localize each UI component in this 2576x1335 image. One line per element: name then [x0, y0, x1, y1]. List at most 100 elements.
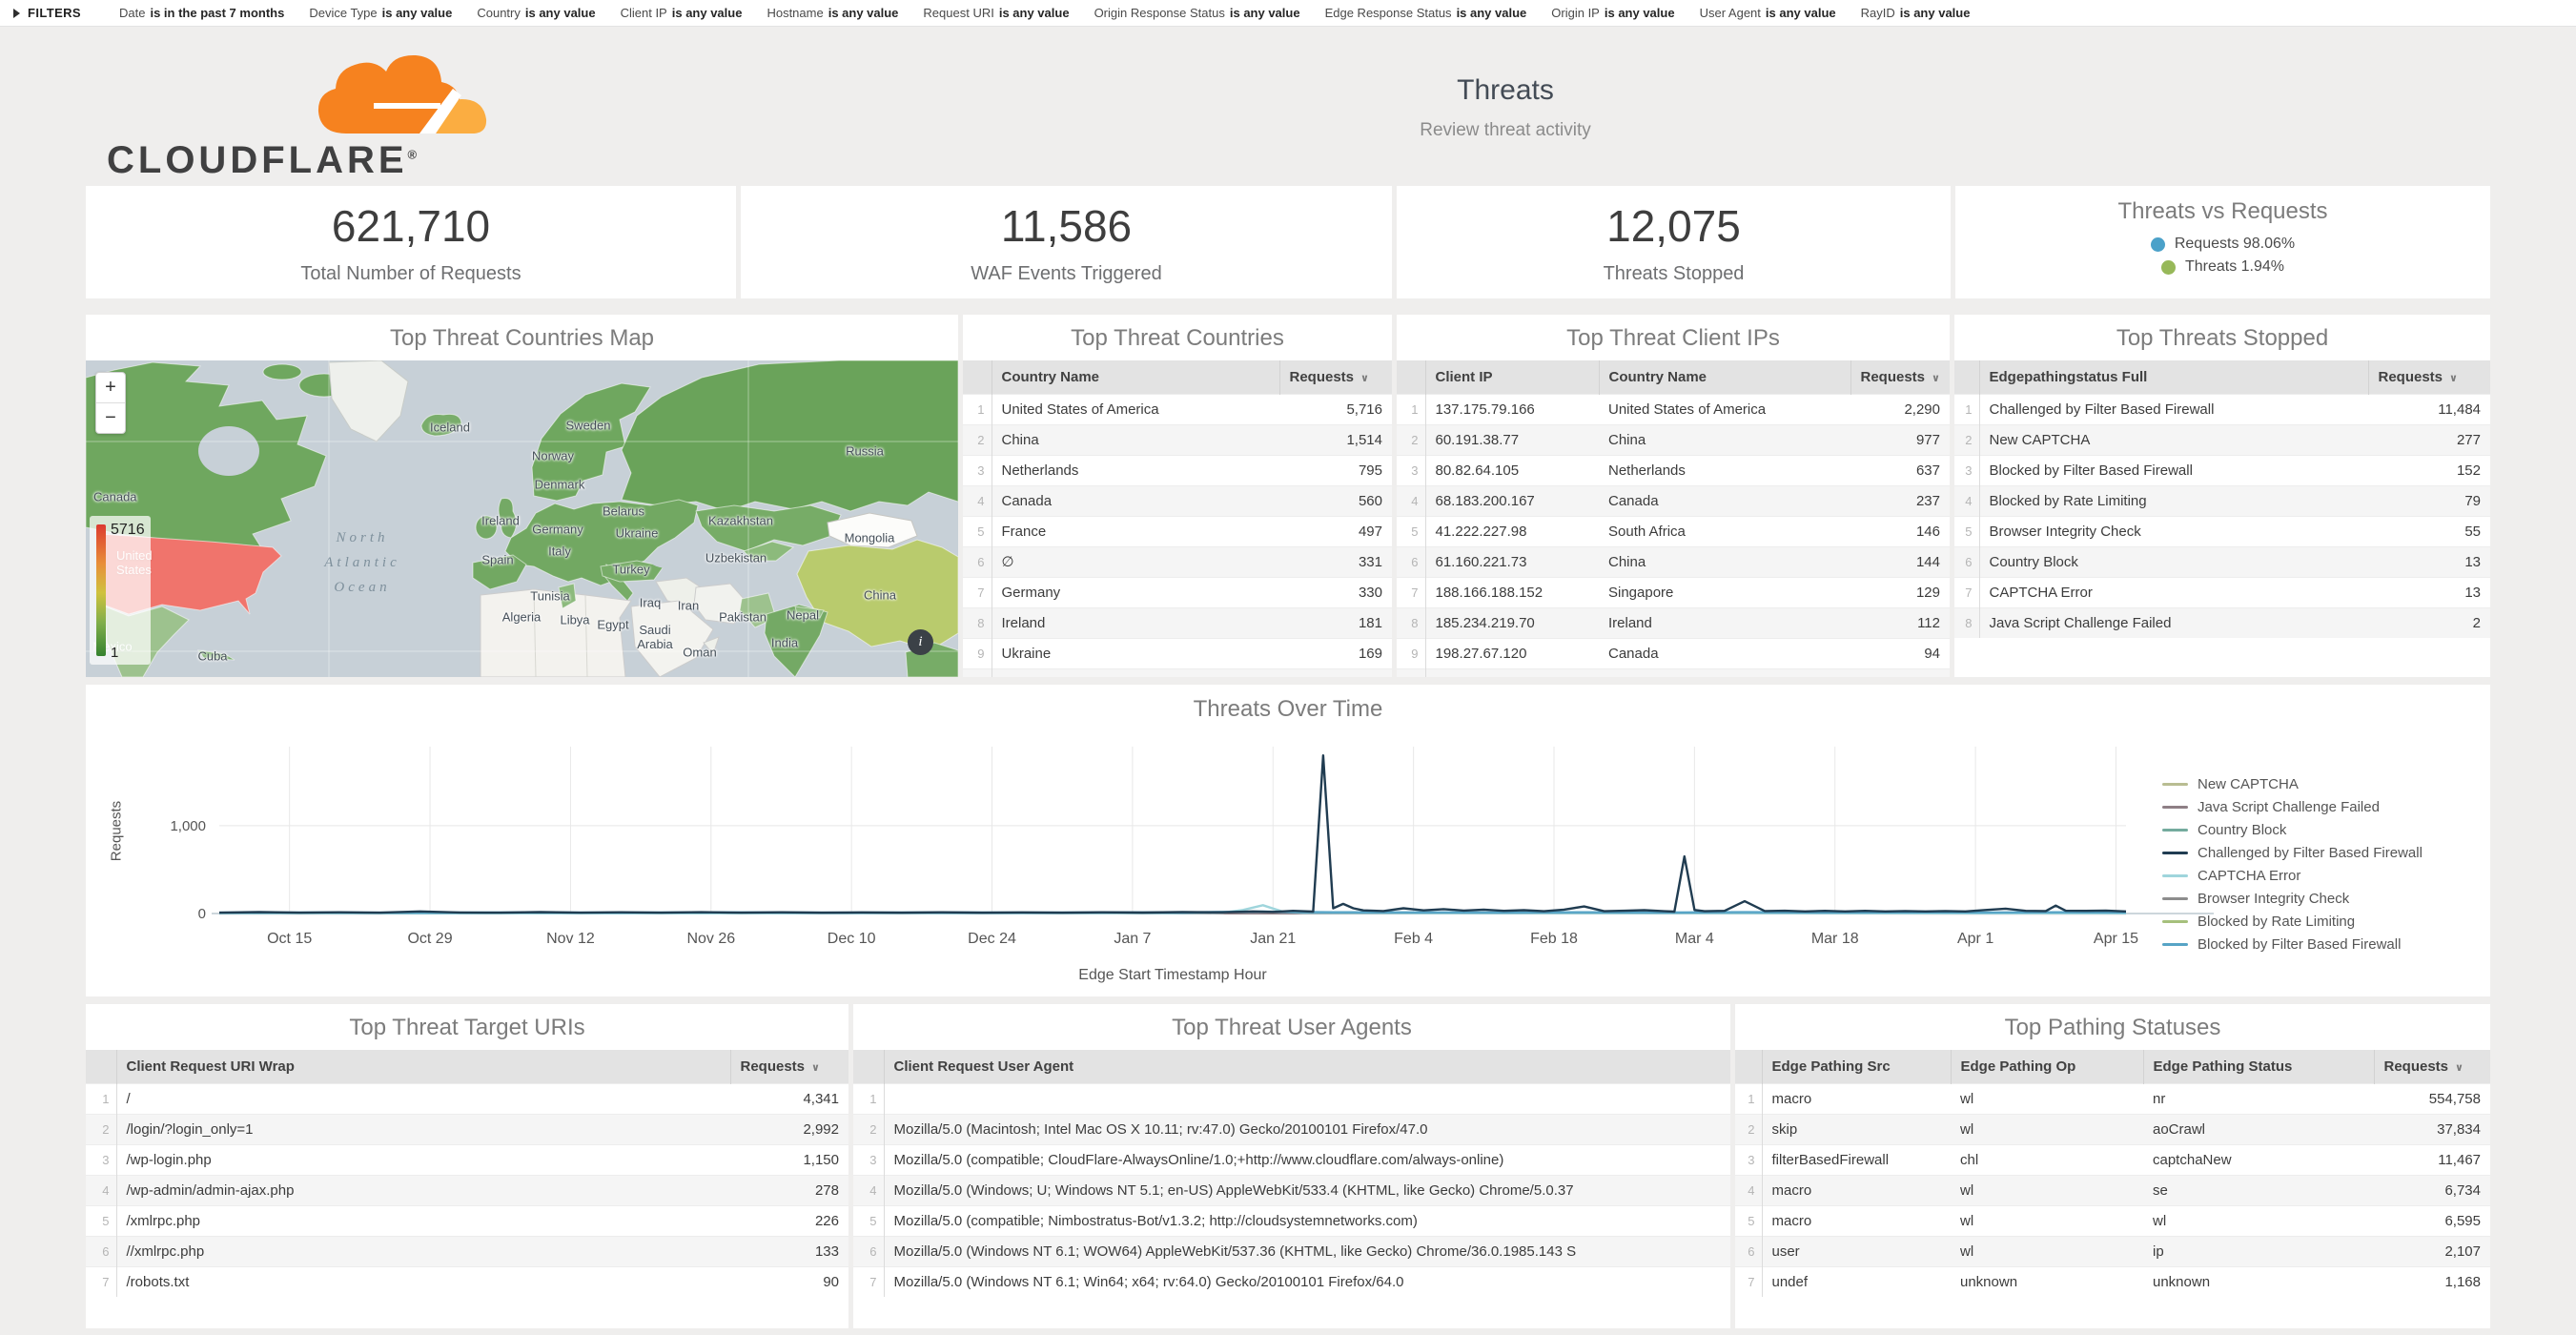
cell[interactable]: user [1771, 1243, 1800, 1260]
cell[interactable]: Singapore [1608, 585, 1674, 601]
cell[interactable]: unknown [1960, 1274, 2018, 1290]
cell[interactable]: 112 [1917, 615, 1940, 631]
filter-item-hostname[interactable]: Hostname is any value [767, 6, 899, 20]
map-info-button[interactable]: i [908, 629, 933, 655]
cell[interactable]: 226 [814, 1213, 839, 1229]
cell[interactable]: South Africa [1608, 524, 1686, 540]
cell[interactable]: 150 [1279, 669, 1392, 677]
filter-item-date[interactable]: Date is in the past 7 months [119, 6, 285, 20]
zoom-in-button[interactable]: + [96, 373, 125, 403]
filter-item-origin-ip[interactable]: Origin IP is any value [1551, 6, 1675, 20]
cell[interactable]: Mozilla/5.0 (Windows NT 6.1; Win64; x64;… [893, 1274, 1404, 1290]
column-header-country-name[interactable]: Country Name [1598, 360, 1850, 395]
cell[interactable]: 13 [2464, 554, 2481, 570]
legend-item-challenged-by-filter-based-firewall[interactable]: Challenged by Filter Based Firewall [2162, 845, 2423, 861]
cell[interactable]: 129 [1915, 585, 1940, 601]
legend-item-browser-integrity-check[interactable]: Browser Integrity Check [2162, 891, 2423, 907]
cell[interactable]: Singapore [992, 669, 1279, 677]
cell[interactable]: New CAPTCHA [1989, 432, 2091, 448]
cell[interactable]: France [1001, 524, 1047, 540]
cell[interactable]: Mozilla/5.0 (compatible; CloudFlare-Alwa… [893, 1152, 1504, 1168]
cell[interactable]: 11,484 [2438, 401, 2481, 418]
column-header-client-request-uri-wrap[interactable]: Client Request URI Wrap [115, 1050, 730, 1084]
sort-desc-icon[interactable]: ∨ [2455, 1062, 2464, 1074]
cell[interactable]: wl [1960, 1243, 1974, 1260]
cell[interactable]: 185.234.219.70 [1435, 615, 1535, 631]
cell[interactable]: macro [1771, 1182, 1812, 1199]
cell[interactable]: 60.191.38.77 [1435, 432, 1520, 448]
filter-item-edge-response-status[interactable]: Edge Response Status is any value [1324, 6, 1527, 20]
cell[interactable]: /wp-admin/admin-ajax.php [126, 1182, 295, 1199]
cell[interactable]: 13 [2464, 585, 2481, 601]
cell[interactable]: Country Block [1989, 554, 2078, 570]
cell[interactable]: Java Script Challenge Failed [1989, 615, 2172, 631]
cell[interactable]: 80.82.64.105 [1435, 462, 1520, 479]
cell[interactable]: CAPTCHA Error [1989, 585, 2093, 601]
filter-item-user-agent[interactable]: User Agent is any value [1699, 6, 1836, 20]
cell[interactable]: 795 [1358, 462, 1382, 479]
cell[interactable]: se [2153, 1182, 2168, 1199]
cell[interactable]: 94 [1924, 646, 1940, 662]
cell[interactable]: //xmlrpc.php [126, 1243, 205, 1260]
filters-toggle[interactable]: FILTERS [13, 6, 81, 20]
cell[interactable]: 90 [1850, 669, 1950, 677]
cell[interactable]: Blocked by Filter Based Firewall [1989, 462, 2193, 479]
cell[interactable]: 560 [1358, 493, 1382, 509]
cell[interactable]: 61.160.221.73 [1435, 554, 1527, 570]
cell[interactable]: China [1599, 669, 1850, 677]
cell[interactable]: 977 [1915, 432, 1940, 448]
cell[interactable]: macro [1771, 1213, 1812, 1229]
sort-desc-icon[interactable]: ∨ [811, 1062, 820, 1074]
cell[interactable]: Ireland [1001, 615, 1046, 631]
cell[interactable]: 169 [1358, 646, 1382, 662]
cell[interactable]: Canada [1608, 493, 1659, 509]
cell[interactable]: nr [2153, 1091, 2166, 1107]
cell[interactable]: Mozilla/5.0 (Macintosh; Intel Mac OS X 1… [893, 1121, 1428, 1138]
cell[interactable]: 6,734 [2444, 1182, 2481, 1199]
cell[interactable]: Mozilla/5.0 (Windows; U; Windows NT 5.1;… [893, 1182, 1574, 1199]
zoom-out-button[interactable]: − [105, 407, 116, 428]
cell[interactable]: 497 [1358, 524, 1382, 540]
column-header-requests[interactable]: Requests ∨ [2373, 1050, 2490, 1084]
sort-desc-icon[interactable]: ∨ [1360, 373, 1369, 384]
cell[interactable]: aoCrawl [2153, 1121, 2206, 1138]
cell[interactable]: Browser Integrity Check [1989, 524, 2141, 540]
filter-item-device-type[interactable]: Device Type is any value [309, 6, 453, 20]
cell[interactable]: Germany [1001, 585, 1061, 601]
cell[interactable]: 152 [2456, 462, 2481, 479]
column-header-edge-pathing-op[interactable]: Edge Pathing Op [1950, 1050, 2143, 1084]
legend-item-new-captcha[interactable]: New CAPTCHA [2162, 776, 2423, 792]
cell[interactable]: 68.183.200.167 [1435, 493, 1535, 509]
cell[interactable]: wl [1960, 1091, 1974, 1107]
cell[interactable]: ∅ [1001, 554, 1014, 570]
filter-item-origin-response-status[interactable]: Origin Response Status is any value [1094, 6, 1300, 20]
cell[interactable]: /login/?login_only=1 [126, 1121, 254, 1138]
legend-item-blocked-by-rate-limiting[interactable]: Blocked by Rate Limiting [2162, 914, 2423, 930]
cell[interactable]: 55 [2464, 524, 2481, 540]
column-header-country-name[interactable]: Country Name [991, 360, 1279, 395]
cell[interactable]: 79 [2464, 493, 2481, 509]
cell[interactable]: /robots.txt [126, 1274, 190, 1290]
cell[interactable]: / [126, 1091, 131, 1107]
cell[interactable]: 61.160.247.127 [1425, 669, 1599, 677]
cell[interactable]: Netherlands [1001, 462, 1079, 479]
cell[interactable]: 4,341 [803, 1091, 839, 1107]
cell[interactable]: Canada [1001, 493, 1053, 509]
cell[interactable]: Ireland [1608, 615, 1652, 631]
column-header-requests[interactable]: Requests ∨ [1850, 360, 1950, 395]
cell[interactable]: macro [1771, 1091, 1812, 1107]
filter-item-client-ip[interactable]: Client IP is any value [620, 6, 743, 20]
cell[interactable]: Challenged by Filter Based Firewall [1989, 401, 2215, 418]
cell[interactable]: 37,834 [2437, 1121, 2481, 1138]
column-header-requests[interactable]: Requests ∨ [1278, 360, 1392, 395]
cell[interactable]: 11,467 [2438, 1152, 2481, 1168]
cell[interactable]: 90 [823, 1274, 839, 1290]
cell[interactable]: 277 [2456, 432, 2481, 448]
cell[interactable]: 637 [1915, 462, 1940, 479]
cell[interactable]: 188.166.188.152 [1435, 585, 1544, 601]
cell[interactable]: wl [2153, 1213, 2167, 1229]
cell[interactable]: 5,716 [1346, 401, 1382, 418]
cell[interactable]: 137.175.79.166 [1435, 401, 1535, 418]
cell[interactable] [884, 1084, 1730, 1115]
cell[interactable]: captchaNew [2153, 1152, 2232, 1168]
